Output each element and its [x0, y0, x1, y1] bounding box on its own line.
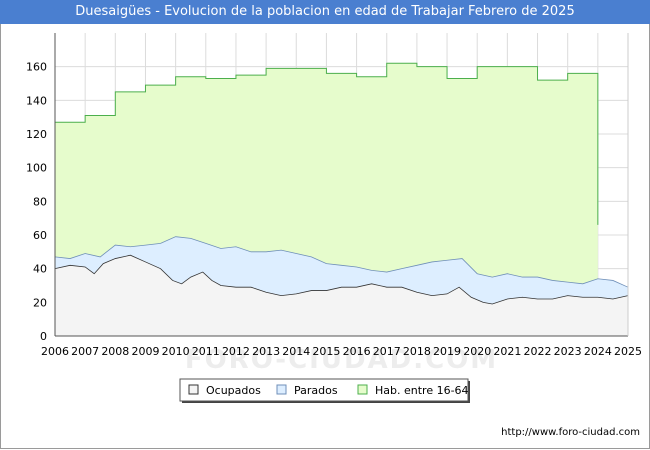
y-tick-label: 60	[33, 229, 47, 242]
series-line-hab	[55, 62, 599, 225]
x-tick-label: 2011	[192, 345, 220, 358]
x-tick-label: 2006	[41, 345, 69, 358]
chart-title: Duesaigües - Evolucion de la poblacion e…	[0, 0, 650, 24]
y-tick-label: 80	[33, 195, 47, 208]
x-tick-label: 2017	[373, 345, 401, 358]
y-tick-label: 140	[26, 94, 47, 107]
legend-label: Parados	[294, 384, 338, 397]
legend-box	[179, 378, 469, 402]
x-tick-label: 2020	[463, 345, 491, 358]
y-tick-label: 100	[26, 162, 47, 175]
x-tick-label: 2023	[554, 345, 582, 358]
x-tick-label: 2018	[403, 345, 431, 358]
x-tick-label: 2009	[131, 345, 159, 358]
watermark-text: FORO-CIUDAD.COM	[185, 345, 498, 375]
series-line-parados	[54, 236, 629, 288]
source-link[interactable]: http://www.foro-ciudad.com	[501, 427, 640, 438]
x-tick-label: 2013	[252, 345, 280, 358]
x-tick-label: 2021	[493, 345, 521, 358]
x-tick-label: 2007	[71, 345, 99, 358]
y-tick-label: 0	[40, 330, 47, 343]
legend-label: Ocupados	[206, 384, 261, 397]
x-tick-label: 2019	[433, 345, 461, 358]
x-tick-label: 2025	[614, 345, 642, 358]
x-tick-label: 2008	[101, 345, 129, 358]
x-tick-label: 2022	[524, 345, 552, 358]
legend-swatch	[357, 384, 368, 395]
x-tick-label: 2010	[162, 345, 190, 358]
legend-swatch	[188, 384, 199, 395]
x-tick-label: 2014	[282, 345, 310, 358]
x-tick-label: 2016	[343, 345, 371, 358]
x-tick-label: 2015	[312, 345, 340, 358]
y-tick-label: 40	[33, 263, 47, 276]
x-tick-label: 2012	[222, 345, 250, 358]
legend-label: Hab. entre 16-64	[375, 384, 469, 397]
y-tick-label: 20	[33, 296, 47, 309]
legend-swatch	[276, 384, 287, 395]
y-tick-label: 160	[26, 61, 47, 74]
y-tick-label: 120	[26, 128, 47, 141]
series-line-ocupados	[54, 254, 629, 305]
x-tick-label: 2024	[584, 345, 612, 358]
series-area-ocupados	[55, 255, 628, 336]
